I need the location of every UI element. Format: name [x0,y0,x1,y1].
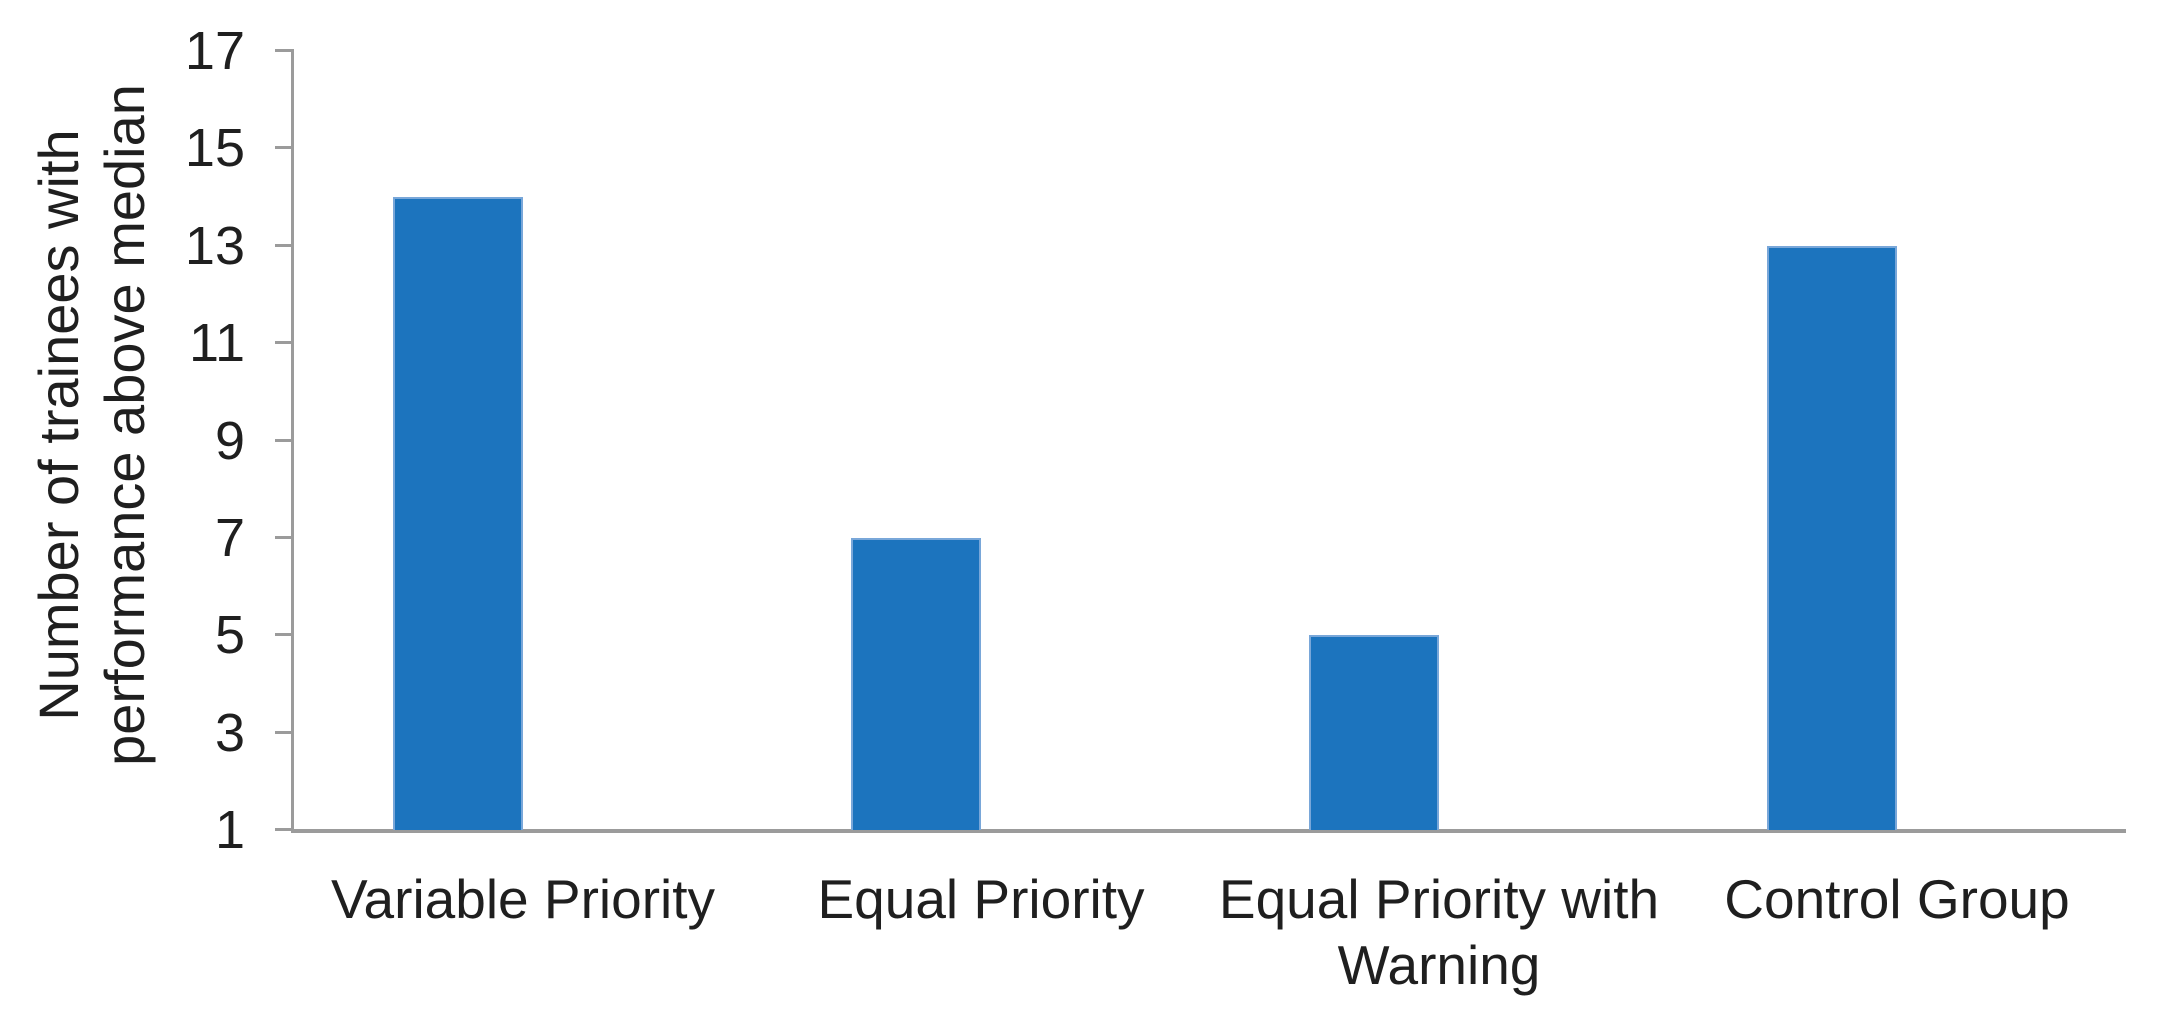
y-tick-mark [275,146,294,150]
y-tick-mark [275,243,294,247]
x-axis-label: Equal Priority with Warning [1218,868,1660,996]
y-tick-mark [275,341,294,345]
y-tick-label: 7 [214,507,245,568]
y-tick-mark [275,828,294,831]
y-tick-label: 9 [214,410,245,471]
bar [1309,635,1439,830]
y-tick-label: 1 [214,800,245,860]
bar [393,197,523,830]
y-tick-mark [275,633,294,637]
y-tick-label: 11 [188,313,245,374]
y-tick-label: 15 [184,118,245,179]
y-axis-line [291,51,294,831]
x-axis-line [291,829,2126,833]
y-tick-label: 13 [184,215,245,276]
x-axis-label: Variable Priority [330,868,716,930]
y-tick-mark [275,730,294,734]
x-axis-label: Equal Priority [817,868,1145,930]
bar [1767,245,1897,830]
y-tick-mark [275,438,294,442]
y-tick-label: 3 [214,702,245,763]
y-tick-mark [275,535,294,539]
y-tick-label: 5 [214,605,245,666]
bar [851,537,981,830]
y-tick-mark [275,49,294,52]
x-axis-label: Control Group [1724,868,2070,930]
y-tick-label: 17 [184,21,245,81]
